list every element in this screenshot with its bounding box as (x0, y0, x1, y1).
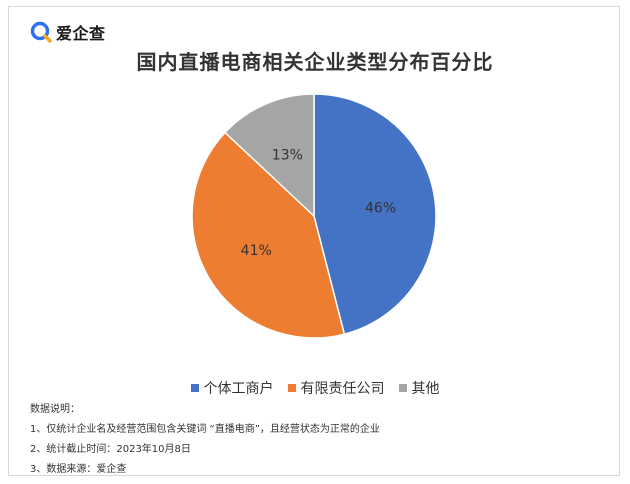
legend-item-llc: 有限责任公司 (287, 378, 385, 398)
data-notes: 数据说明： 1、仅统计企业名及经营范围包含关键词 “直播电商”，且经营状态为正常… (30, 400, 380, 480)
legend-swatch (287, 384, 296, 392)
legend-label: 有限责任公司 (300, 381, 385, 397)
magnifier-logo-icon (30, 21, 52, 43)
brand-name: 爱企查 (56, 24, 106, 43)
pie-slice (224, 93, 315, 218)
legend-label: 其他 (411, 381, 440, 397)
notes-line: 3、数据来源：爱企查 (30, 464, 127, 475)
slice-data-label: 46% (365, 201, 396, 217)
slice-data-label: 13% (272, 147, 303, 163)
legend-item-other: 其他 (398, 378, 440, 398)
notes-line: 2、统计截止时间：2023年10月8日 (30, 444, 191, 455)
slice-data-label: 41% (241, 243, 272, 259)
notes-line: 1、仅统计企业名及经营范围包含关键词 “直播电商”，且经营状态为正常的企业 (30, 424, 380, 435)
brand-logo: 爱企查 (30, 20, 106, 44)
legend-swatch (190, 384, 199, 392)
pie-slice (191, 131, 346, 339)
legend-item-individual: 个体工商户 (190, 378, 274, 398)
legend-label: 个体工商户 (203, 381, 274, 397)
legend-swatch (398, 384, 407, 392)
notes-heading: 数据说明： (30, 404, 80, 415)
chart-title: 国内直播电商相关企业类型分布百分比 (136, 50, 494, 74)
chart-legend: 个体工商户 有限责任公司 其他 (0, 378, 630, 398)
pie-slice (313, 93, 437, 336)
